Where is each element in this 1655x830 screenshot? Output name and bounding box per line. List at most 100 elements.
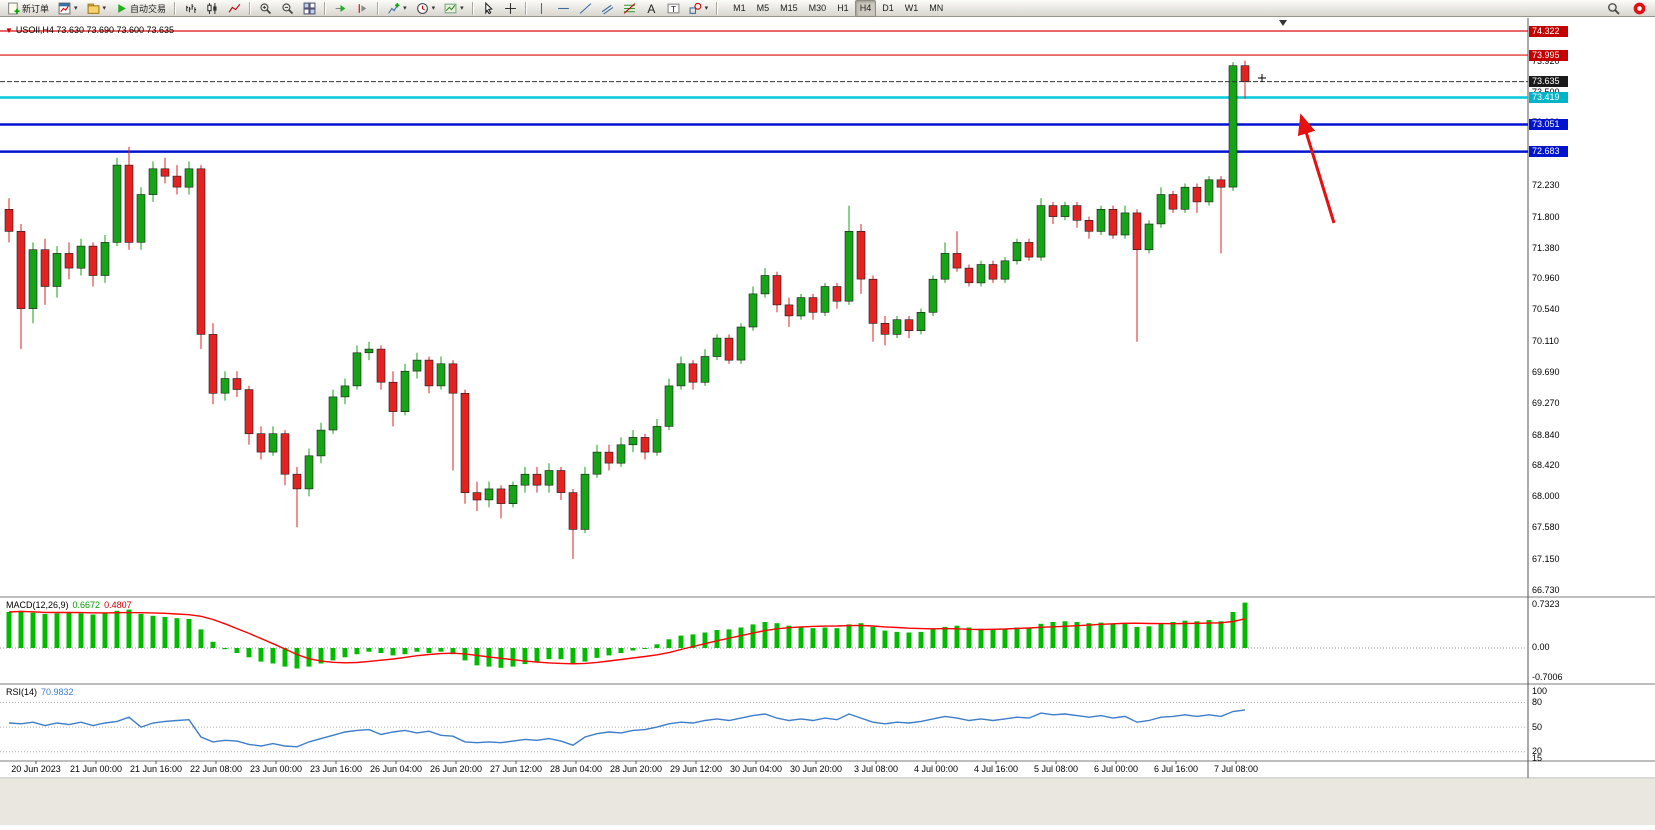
dropdown-caret-icon[interactable]: ▾ <box>403 5 407 12</box>
cursor-button[interactable] <box>478 0 499 17</box>
vertical-line-button[interactable] <box>531 0 552 17</box>
zoom-in-icon <box>259 2 272 15</box>
rsi-line <box>8 709 1246 748</box>
equidistant-channel-button[interactable] <box>597 0 618 17</box>
rsi-scale-label: 20 <box>1532 746 1543 756</box>
price-tick: 68.420 <box>1532 460 1560 471</box>
profiles-icon <box>87 2 100 15</box>
time-label: 30 Jun 20:00 <box>789 764 843 774</box>
templates-button[interactable]: ▾ <box>440 0 468 17</box>
candlestick-series <box>4 60 1250 559</box>
hline-icon <box>557 2 570 15</box>
current-price-tag: 73.635 <box>1529 76 1568 88</box>
price-tick: 70.540 <box>1532 304 1560 315</box>
time-label: 23 Jun 00:00 <box>249 764 303 774</box>
trend-arrow[interactable] <box>1297 113 1336 224</box>
dropdown-caret-icon[interactable]: ▾ <box>460 5 464 12</box>
time-label: 6 Jul 00:00 <box>1093 764 1139 774</box>
profiles-button[interactable]: ▾ <box>83 0 111 17</box>
rsi-name: RSI(14) <box>6 687 38 697</box>
toolbar-separator <box>524 1 527 15</box>
time-label: 27 Jun 12:00 <box>489 764 543 774</box>
dropdown-caret-icon[interactable]: ▾ <box>431 5 436 12</box>
time-label: 3 Jul 08:00 <box>853 764 899 774</box>
chart-stage[interactable]: ▼ USOIl,H4 73.630 73.690 73.600 73.635 MA… <box>0 18 1655 825</box>
shapes-button[interactable]: ▾ <box>685 0 713 17</box>
search-button[interactable] <box>1603 0 1624 17</box>
trendline-button[interactable] <box>575 0 596 17</box>
new-chart-button[interactable]: ▾ <box>54 0 82 17</box>
toolbar-separator <box>377 1 380 15</box>
horizontal-line-button[interactable] <box>553 0 574 17</box>
chart-bars-button[interactable] <box>180 0 201 17</box>
clock-icon <box>416 2 429 15</box>
timeframe-h1-button[interactable]: H1 <box>837 2 849 13</box>
auto-scroll-button[interactable] <box>330 0 351 17</box>
dropdown-caret-icon[interactable]: ▾ <box>74 5 78 12</box>
price-tick: 68.840 <box>1532 429 1560 440</box>
toolbar-separator <box>324 1 327 15</box>
chart-shift-button[interactable] <box>352 0 373 17</box>
linechart-icon <box>228 2 241 15</box>
trendline-icon <box>579 2 592 15</box>
alert-badge-button[interactable] <box>1629 0 1650 17</box>
timeframe-m1-button[interactable]: M1 <box>733 2 746 13</box>
crosshair-icon <box>504 2 517 15</box>
tile-windows-button[interactable] <box>299 0 320 17</box>
price-tick: 71.800 <box>1532 211 1560 222</box>
timeframe-d1-button[interactable]: D1 <box>882 2 894 13</box>
timeframe-m5-button[interactable]: M5 <box>756 2 770 13</box>
time-label: 28 Jun 20:00 <box>609 764 663 774</box>
chart-title: ▼ USOIl,H4 73.630 73.690 73.600 73.635 <box>5 25 174 35</box>
timeframe-w1-button[interactable]: W1 <box>904 2 919 13</box>
time-label: 6 Jul 16:00 <box>1153 764 1199 774</box>
candles-icon <box>206 2 219 15</box>
periods-button[interactable]: ▾ <box>412 0 440 17</box>
rsi-levels <box>0 701 1528 753</box>
time-axis-ticks <box>35 761 1237 764</box>
timeframe-mn-button[interactable]: MN <box>929 2 944 13</box>
time-label: 22 Jun 08:00 <box>189 764 243 774</box>
text-label-button[interactable]: T <box>663 0 684 17</box>
chart-canvas[interactable] <box>0 18 1655 830</box>
price-tick: 70.110 <box>1532 336 1559 346</box>
cursor-icon <box>482 1 495 15</box>
fibonacci-button[interactable] <box>619 0 640 17</box>
indicators-button[interactable]: ▾ <box>383 0 411 17</box>
zoom-out-button[interactable] <box>277 0 298 17</box>
timeframe-m15-button[interactable]: M15 <box>780 2 798 13</box>
vline-icon <box>535 2 548 15</box>
chart-candles-button[interactable] <box>202 0 223 17</box>
text-button[interactable]: A <box>641 0 662 17</box>
play-icon <box>115 2 128 15</box>
macd-scale-label: 0.00 <box>1532 642 1550 652</box>
auto-trading-button[interactable]: 自动交易 <box>111 0 170 17</box>
crosshair-button[interactable] <box>500 0 521 17</box>
text-icon: A <box>645 2 658 15</box>
time-label: 5 Jul 08:00 <box>1033 764 1079 774</box>
price-tag-73.051: 73.051 <box>1529 119 1568 130</box>
tile-icon <box>303 2 316 15</box>
symbol-dropdown-icon[interactable]: ▼ <box>5 26 13 35</box>
time-label: 21 Jun 00:00 <box>69 764 123 774</box>
chart-line-button[interactable] <box>224 0 245 17</box>
rsi-value: 70.9832 <box>41 687 74 697</box>
price-tag-74.322: 74.322 <box>1529 25 1568 37</box>
timeframe-m30-button[interactable]: M30 <box>808 2 827 13</box>
new-order-icon <box>7 2 20 15</box>
toolbar-separator <box>716 1 719 15</box>
price-tick: 67.150 <box>1532 553 1560 564</box>
new-order-button[interactable]: 新订单 <box>3 0 53 17</box>
magnifier-icon <box>1607 2 1620 15</box>
price-levels[interactable] <box>0 30 1528 153</box>
price-tag-72.683: 72.683 <box>1529 146 1568 158</box>
timeframe-h4-button[interactable]: H4 <box>854 0 877 17</box>
end-of-chart-marker[interactable] <box>1279 20 1287 26</box>
dropdown-caret-icon[interactable]: ▾ <box>102 5 107 12</box>
dropdown-caret-icon[interactable]: ▾ <box>704 5 709 12</box>
time-label: 4 Jul 00:00 <box>913 764 959 774</box>
price-tick: 68.000 <box>1532 491 1560 502</box>
zoom-in-button[interactable] <box>255 0 276 17</box>
cursor-cross-marker <box>1258 74 1266 82</box>
